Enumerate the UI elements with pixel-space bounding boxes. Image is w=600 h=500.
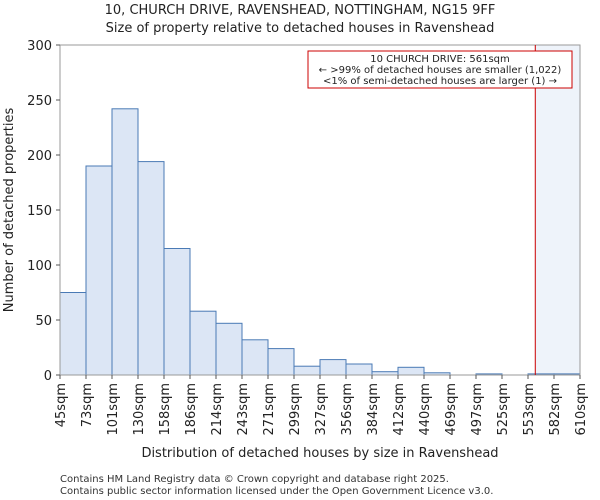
footer-copyright: Contains HM Land Registry data © Crown c… (60, 474, 449, 485)
bar-214sqm (215, 322, 243, 376)
x-tick-label: 497sqm (470, 383, 485, 436)
annotation-line: ← >99% of detached houses are smaller (1… (319, 65, 562, 76)
x-axis-label: Distribution of detached houses by size … (141, 446, 498, 461)
bar-327sqm (319, 359, 347, 376)
x-tick-label: 73sqm (80, 383, 95, 427)
bar-130sqm (137, 161, 165, 376)
bar-243sqm (241, 339, 269, 376)
x-tick-label: 214sqm (210, 383, 225, 436)
y-tick-label: 200 (27, 149, 52, 164)
x-tick-label: 158sqm (158, 383, 173, 436)
x-tick-label: 553sqm (522, 383, 537, 436)
x-tick-label: 327sqm (314, 383, 329, 436)
bar-158sqm (163, 248, 191, 376)
annotation-line: 10 CHURCH DRIVE: 561sqm (370, 54, 510, 65)
annotation-line: <1% of semi-detached houses are larger (… (323, 76, 557, 87)
x-tick-label: 384sqm (366, 383, 381, 436)
bar-356sqm (345, 363, 373, 376)
x-tick-label: 356sqm (340, 383, 355, 436)
x-tick-label: 101sqm (106, 383, 121, 436)
y-tick-label: 0 (44, 369, 52, 384)
x-tick-label: 469sqm (444, 383, 459, 436)
bar-412sqm (397, 366, 425, 376)
x-tick-label: 130sqm (132, 383, 147, 436)
x-tick-label: 582sqm (548, 383, 563, 436)
bar-101sqm (111, 108, 139, 376)
x-tick-label: 45sqm (54, 383, 69, 427)
x-tick-label: 610sqm (574, 383, 589, 436)
bar-45sqm (59, 292, 87, 376)
y-tick-label: 250 (27, 94, 52, 109)
x-tick-label: 271sqm (262, 383, 277, 436)
bar-186sqm (189, 310, 217, 376)
x-tick-label: 412sqm (392, 383, 407, 436)
bar-73sqm (85, 165, 113, 376)
y-tick-label: 100 (27, 259, 52, 274)
x-tick-label: 186sqm (184, 383, 199, 436)
bar-271sqm (267, 348, 295, 376)
highlight-region (535, 45, 580, 375)
x-tick-label: 440sqm (418, 383, 433, 436)
chart-subtitle: Size of property relative to detached ho… (105, 21, 495, 36)
y-tick-label: 150 (27, 204, 52, 219)
annotation-box (307, 50, 573, 89)
x-tick-label: 299sqm (288, 383, 303, 436)
x-tick-label: 243sqm (236, 383, 251, 436)
y-axis-label: Number of detached properties (2, 108, 17, 313)
x-tick-label: 525sqm (496, 383, 511, 436)
bar-299sqm (293, 365, 321, 376)
y-tick-label: 300 (27, 39, 52, 54)
chart-title: 10, CHURCH DRIVE, RAVENSHEAD, NOTTINGHAM… (104, 3, 496, 18)
footer-licence: Contains public sector information licen… (60, 486, 494, 497)
y-tick-label: 50 (35, 314, 52, 329)
